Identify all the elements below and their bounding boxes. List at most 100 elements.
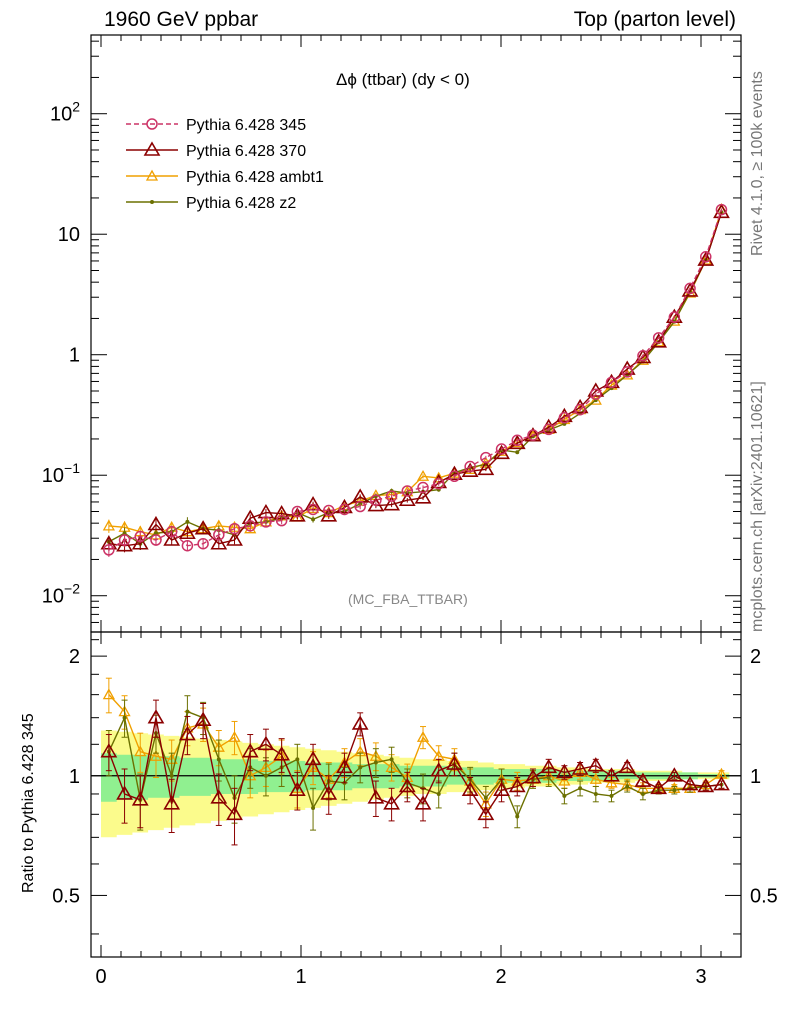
data-point — [480, 451, 492, 464]
data-point — [181, 539, 194, 552]
data-point — [197, 537, 209, 550]
ratio-point — [446, 755, 463, 770]
data-point — [416, 469, 430, 481]
ratio-point — [416, 730, 430, 742]
data-point — [605, 376, 618, 389]
ratio-point — [571, 760, 589, 775]
data-point — [574, 403, 586, 416]
ratio-point — [650, 779, 668, 795]
data-point — [370, 494, 382, 506]
ratio-point — [226, 805, 243, 821]
ratio-point — [320, 785, 338, 800]
ratio-point — [351, 715, 369, 730]
ratio-point — [134, 745, 147, 757]
data-point — [244, 520, 256, 532]
ratio-series-370 — [100, 699, 730, 846]
ratio-point — [216, 757, 221, 762]
ratio-point — [713, 776, 730, 791]
data-point — [621, 366, 633, 378]
ratio-point — [508, 777, 526, 793]
data-point — [652, 332, 665, 344]
data-point — [511, 434, 524, 447]
ratio-line-370 — [108, 717, 722, 816]
ratio-point — [367, 789, 385, 804]
data-point — [385, 490, 398, 502]
data-point — [652, 335, 665, 347]
series-370 — [100, 203, 730, 553]
legend-label: Pythia 6.428 ambt1 — [186, 169, 324, 186]
ratio-line-ambt1 — [108, 694, 722, 806]
y-tick-label: 10−1 — [42, 460, 80, 487]
data-point — [637, 350, 649, 362]
data-point — [700, 251, 712, 263]
data-point — [213, 529, 225, 541]
data-point — [448, 470, 461, 483]
analysis-watermark: (MC_FBA_TTBAR) — [348, 591, 468, 607]
ratio-point — [304, 750, 322, 766]
legend-marker — [145, 169, 159, 181]
ratio-point — [358, 765, 363, 770]
chart-title: Δϕ (ttbar) (dy < 0) — [336, 70, 470, 89]
header-left-label: 1960 GeV ppbar — [104, 8, 259, 31]
ratio-tick-label-right: 2 — [750, 646, 761, 668]
data-point — [134, 530, 147, 543]
ratio-point — [558, 774, 571, 786]
data-point — [558, 411, 571, 424]
data-point — [122, 531, 127, 536]
y-tick-label: 10−2 — [42, 581, 80, 608]
data-point — [103, 544, 115, 556]
ratio-point — [288, 781, 306, 796]
ratio-point — [373, 760, 378, 765]
ratio-point — [122, 715, 127, 720]
ratio-point — [461, 781, 479, 796]
ratio-point — [194, 711, 212, 726]
ratio-point — [383, 795, 400, 810]
ratio-tick-label-left: 1 — [69, 766, 80, 788]
ratio-point — [241, 743, 259, 758]
ratio-point — [589, 772, 602, 784]
data-point — [116, 537, 133, 552]
data-point — [307, 503, 319, 516]
y-tick-label: 102 — [50, 99, 80, 126]
data-point — [165, 525, 178, 538]
ratio-point — [163, 795, 181, 810]
data-point — [338, 503, 351, 516]
data-point — [118, 534, 131, 546]
ratio-point — [210, 789, 228, 804]
legend: Pythia 6.428 345 Pythia 6.428 370 Pythia 6… — [126, 117, 324, 212]
ratio-point — [493, 781, 510, 796]
legend-label: Pythia 6.428 z2 — [186, 195, 296, 212]
ratio-point — [634, 772, 652, 787]
data-point — [131, 535, 149, 550]
x-tick-label: 2 — [495, 966, 506, 988]
legend-label: Pythia 6.428 345 — [186, 117, 306, 134]
ratio-point — [102, 688, 115, 700]
ratio-point — [593, 791, 598, 796]
ratio-point — [295, 757, 300, 762]
ratio-point — [609, 793, 614, 798]
ratio-point — [483, 795, 488, 800]
series-line-345 — [108, 209, 723, 551]
data-point — [401, 485, 414, 497]
ratio-point — [681, 776, 699, 791]
data-point — [153, 531, 158, 536]
data-point — [417, 481, 429, 494]
data-point — [291, 505, 304, 518]
ratio-point — [540, 758, 558, 774]
data-point — [323, 504, 335, 517]
series-line-ambt1 — [108, 209, 723, 536]
data-point — [715, 203, 728, 216]
ratio-point — [311, 805, 316, 810]
ratio-point — [640, 791, 645, 796]
ratio-point — [555, 763, 573, 779]
ratio-tick-label-left: 0.5 — [52, 885, 80, 907]
ratio-point — [697, 777, 715, 793]
data-point — [527, 429, 539, 441]
data-point — [684, 282, 696, 295]
data-point — [589, 393, 602, 405]
data-point — [311, 517, 316, 522]
data-point — [226, 531, 243, 546]
data-point — [713, 203, 730, 219]
ratio-point — [116, 785, 133, 800]
